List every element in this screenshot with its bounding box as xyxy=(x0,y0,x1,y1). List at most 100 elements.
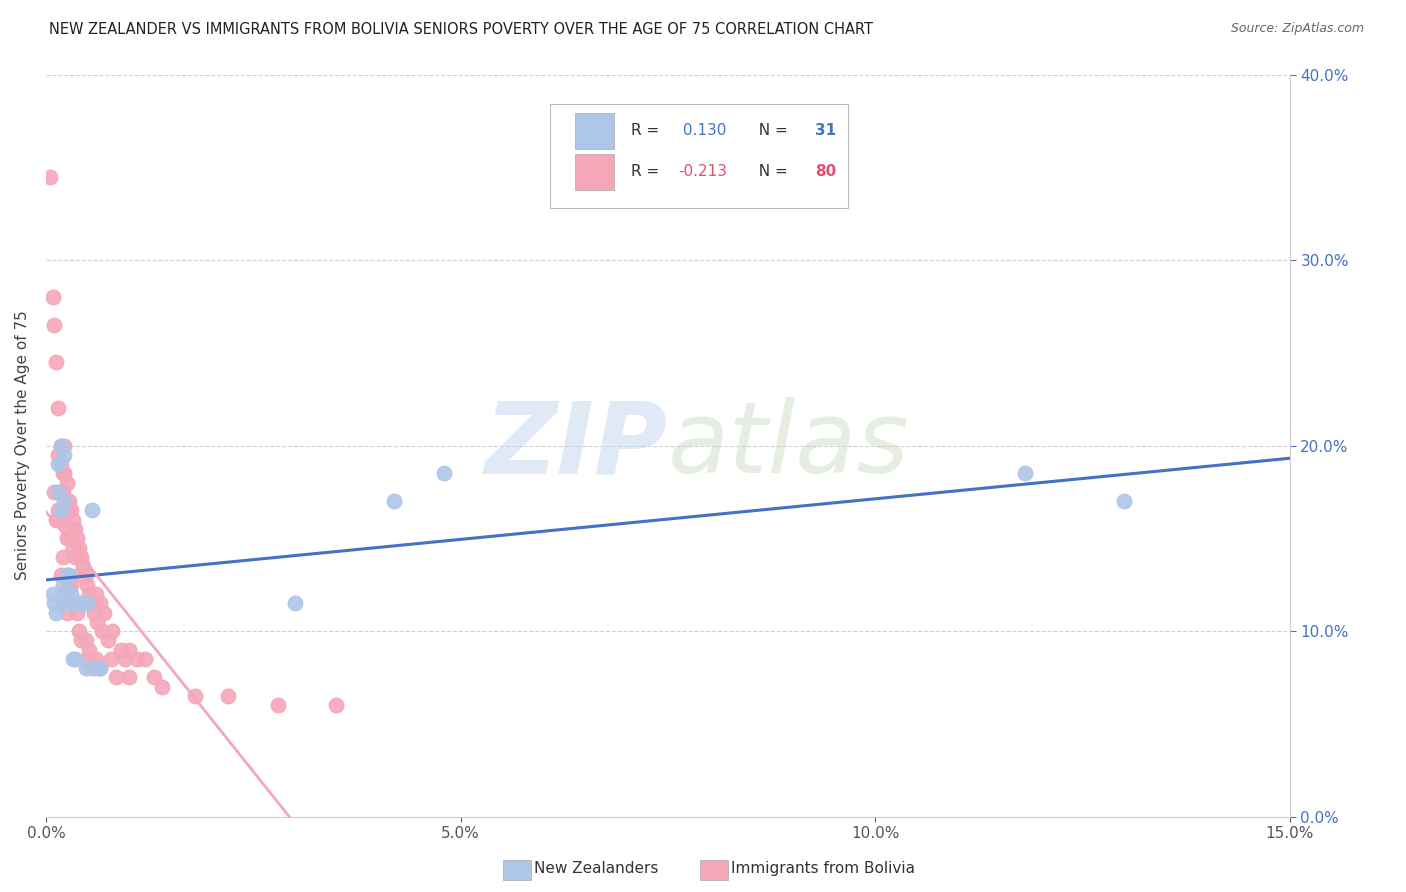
Point xyxy=(58,522,80,536)
Point xyxy=(127,652,149,666)
Point xyxy=(55,503,77,517)
Point xyxy=(59,596,82,610)
Text: R =: R = xyxy=(631,123,664,138)
Point xyxy=(118,642,141,657)
Point xyxy=(51,513,73,527)
Point xyxy=(84,652,107,666)
Point xyxy=(93,606,115,620)
FancyBboxPatch shape xyxy=(550,104,848,208)
Point xyxy=(49,457,72,471)
Text: -0.213: -0.213 xyxy=(678,164,727,179)
Point xyxy=(48,457,70,471)
Point xyxy=(51,485,73,500)
Text: R =: R = xyxy=(631,164,664,179)
Text: N =: N = xyxy=(749,164,793,179)
Point xyxy=(49,485,72,500)
Point xyxy=(48,448,70,462)
Text: Immigrants from Bolivia: Immigrants from Bolivia xyxy=(731,861,915,876)
Text: 0.130: 0.130 xyxy=(678,123,727,138)
Point xyxy=(55,606,77,620)
Point xyxy=(217,689,239,703)
Point xyxy=(44,596,66,610)
Point xyxy=(80,596,103,610)
Point xyxy=(59,587,82,601)
Point xyxy=(114,652,136,666)
Point xyxy=(67,596,90,610)
Point xyxy=(44,318,66,332)
Point xyxy=(72,596,94,610)
FancyBboxPatch shape xyxy=(575,113,614,149)
Point xyxy=(55,596,77,610)
Point xyxy=(80,661,103,675)
Point xyxy=(41,587,63,601)
Point xyxy=(58,568,80,582)
Point xyxy=(83,606,105,620)
Point xyxy=(53,448,76,462)
Point xyxy=(77,642,100,657)
Point xyxy=(91,624,114,638)
Text: atlas: atlas xyxy=(668,397,910,494)
Point xyxy=(84,587,107,601)
Point xyxy=(51,596,73,610)
Point xyxy=(76,577,98,591)
Point xyxy=(45,606,67,620)
Point xyxy=(76,596,98,610)
Point xyxy=(51,577,73,591)
Point xyxy=(49,503,72,517)
Text: 31: 31 xyxy=(814,123,835,138)
Text: ZIP: ZIP xyxy=(485,397,668,494)
Point xyxy=(105,670,128,684)
Point xyxy=(62,541,84,555)
Point xyxy=(72,596,94,610)
Point xyxy=(62,513,84,527)
Point xyxy=(76,652,98,666)
Point xyxy=(49,439,72,453)
Point xyxy=(49,568,72,582)
Point xyxy=(59,531,82,545)
Point xyxy=(89,661,111,675)
Point xyxy=(39,169,62,184)
Point xyxy=(53,587,76,601)
Point xyxy=(62,596,84,610)
Point xyxy=(69,549,91,564)
Point xyxy=(86,615,108,629)
Point xyxy=(80,503,103,517)
Point xyxy=(75,568,97,582)
Point xyxy=(44,485,66,500)
Text: Source: ZipAtlas.com: Source: ZipAtlas.com xyxy=(1230,22,1364,36)
FancyBboxPatch shape xyxy=(575,154,614,190)
Point xyxy=(59,577,82,591)
Point xyxy=(49,439,72,453)
Point xyxy=(53,439,76,453)
Point xyxy=(66,531,89,545)
Point xyxy=(63,652,86,666)
Point xyxy=(63,596,86,610)
Point xyxy=(134,652,156,666)
Point xyxy=(69,633,91,648)
Point xyxy=(63,522,86,536)
Y-axis label: Seniors Poverty Over the Age of 75: Seniors Poverty Over the Age of 75 xyxy=(15,310,30,581)
Point xyxy=(53,503,76,517)
Point xyxy=(51,596,73,610)
Point xyxy=(325,698,347,713)
Point xyxy=(48,503,70,517)
Point xyxy=(62,652,84,666)
Point xyxy=(67,624,90,638)
Point xyxy=(118,670,141,684)
Point xyxy=(84,661,107,675)
Point xyxy=(58,577,80,591)
Point xyxy=(53,467,76,481)
Point xyxy=(67,568,90,582)
Text: N =: N = xyxy=(749,123,793,138)
Point xyxy=(51,467,73,481)
Point xyxy=(433,467,456,481)
Point xyxy=(89,661,111,675)
Point xyxy=(97,633,120,648)
Point xyxy=(89,596,111,610)
Point xyxy=(41,290,63,304)
Point xyxy=(45,513,67,527)
Text: 80: 80 xyxy=(814,164,837,179)
Point xyxy=(48,401,70,416)
Point xyxy=(184,689,207,703)
Point xyxy=(142,670,165,684)
